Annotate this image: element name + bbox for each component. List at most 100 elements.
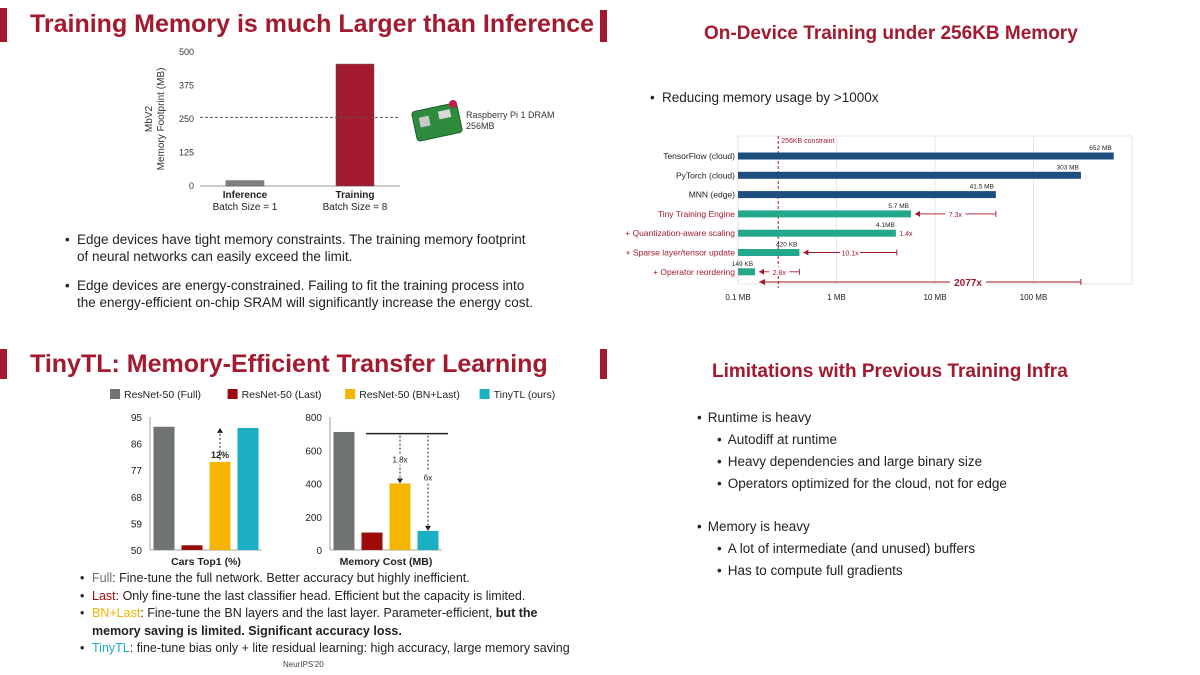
slide-title: TinyTL: Memory-Efficient Transfer Learni… <box>30 350 548 378</box>
label-bg <box>895 228 916 238</box>
row-label: PyTorch (cloud) <box>676 170 735 180</box>
legend-label: TinyTL (ours) <box>494 389 556 401</box>
x-tick-label: Training <box>336 190 375 201</box>
slide-title: On-Device Training under 256KB Memory <box>704 23 1078 44</box>
constraint-label: 256KB constraint <box>781 138 834 145</box>
slide-limitations: Limitations with Previous Training Infra… <box>600 337 1200 675</box>
bar <box>389 483 411 550</box>
bullet-item: Edge devices have tight memory constrain… <box>65 231 535 265</box>
bullet-text: : Fine-tune the BN layers and the last l… <box>140 606 496 620</box>
value-label: 4.1MB <box>876 222 895 229</box>
label-bg <box>417 471 439 483</box>
legend-label: ResNet-50 (BN+Last) <box>359 389 460 401</box>
arrow-head <box>425 525 431 531</box>
y-axis-label: MbV2Memory Footprint (MB) <box>144 68 167 171</box>
bar <box>181 545 203 550</box>
y-tick-label: 95 <box>131 413 143 424</box>
legend-label: ResNet-50 (Full) <box>124 389 201 401</box>
reduction-label: 7.3x <box>949 212 963 219</box>
y-tick-label: 0 <box>189 181 194 191</box>
bar <box>738 152 1114 160</box>
arrow-head <box>759 268 765 275</box>
bullet-bn-last: BN+Last: Fine-tune the BN layers and the… <box>80 605 580 640</box>
x-tick-label: 10 MB <box>923 293 946 302</box>
value-label: 420 KB <box>776 242 797 249</box>
row-label: + Operator reordering <box>653 267 735 277</box>
title-accent-bar <box>600 349 607 379</box>
y-tick-label: 500 <box>179 47 194 57</box>
x-tick-label: Inference <box>223 190 268 201</box>
bullet-key: TinyTL <box>92 641 130 655</box>
legend-swatch <box>479 389 490 399</box>
bullet-text: : Only fine-tune the last classifier hea… <box>115 588 526 603</box>
slide-training-memory: Training Memory is much Larger than Infe… <box>0 0 600 337</box>
list-item: Memory is heavy <box>697 519 810 534</box>
label-bg <box>949 275 986 287</box>
value-label: 5.7 MB <box>888 203 909 210</box>
y-tick-label: 59 <box>131 519 143 530</box>
legend-swatch <box>227 389 238 399</box>
reduction-label: 1.4x <box>899 231 913 238</box>
bullet-key: Full <box>92 571 113 585</box>
bar <box>738 171 1081 179</box>
row-label: Tiny Training Engine <box>658 209 735 219</box>
board-chip <box>418 115 431 128</box>
board-port <box>437 109 452 120</box>
arrow-head <box>397 478 403 484</box>
reduction-label: 2.8x <box>773 270 787 277</box>
annotation-text: Raspberry Pi 1 DRAM <box>466 110 555 120</box>
list-item: A lot of intermediate (and unused) buffe… <box>717 541 975 556</box>
board-body <box>411 102 463 142</box>
bar <box>417 530 439 550</box>
x-tick-label: Batch Size = 8 <box>323 202 388 213</box>
x-tick-label: 0.1 MB <box>725 293 750 302</box>
row-label: + Sparse layer/tensor update <box>626 248 736 258</box>
bullet-full: Full: Fine-tune the full network. Better… <box>80 570 580 588</box>
legend-swatch <box>110 389 120 399</box>
legend-label: ResNet-50 (Last) <box>242 389 322 401</box>
bar <box>738 210 911 218</box>
x-axis-label: Memory Cost (MB) <box>340 556 433 568</box>
list-item: Runtime is heavy <box>697 410 812 425</box>
list-item: Heavy dependencies and large binary size <box>717 454 982 469</box>
bullet-text: : Fine-tune the full network. Better acc… <box>112 571 470 585</box>
raspberry-pi-board-icon <box>411 100 463 142</box>
bullet-bold-text: but the memory saving is limited. Signif… <box>92 606 538 638</box>
bullet-item: Reducing memory usage by >1000x <box>650 89 879 106</box>
bar <box>333 431 355 550</box>
bar <box>738 249 800 256</box>
slide-title: Training Memory is much Larger than Infe… <box>30 10 595 38</box>
bullet-tinytl: TinyTL: fine-tune bias only + lite resid… <box>80 640 580 658</box>
overall-label: 2077x <box>954 278 982 289</box>
y-axis-label-line: MbV2 <box>144 106 155 133</box>
arrow-head <box>759 279 766 285</box>
value-label: 41.5 MB <box>970 184 994 191</box>
row-label: MNN (edge) <box>689 190 735 200</box>
bar <box>738 268 756 276</box>
value-label: 303 MB <box>1057 164 1079 171</box>
y-tick-label: 77 <box>131 466 143 477</box>
bullet-list: Full: Fine-tune the full network. Better… <box>80 570 580 658</box>
y-axis-label-line: Memory Footprint (MB) <box>156 68 167 171</box>
arrow-head <box>914 210 920 217</box>
label-bg <box>840 247 861 257</box>
y-tick-label: 125 <box>179 148 194 158</box>
raspberry-logo <box>449 100 457 108</box>
bar <box>209 461 231 550</box>
bullet-key: Last <box>92 588 116 603</box>
limitations-list: Runtime is heavy Autodiff at runtime Hea… <box>600 337 1200 675</box>
bar <box>225 180 265 187</box>
row-label: + Quantization-aware scaling <box>625 228 735 238</box>
slide-title: Limitations with Previous Training Infra <box>712 361 1068 382</box>
x-tick-label: 1 MB <box>827 293 846 302</box>
bar <box>738 191 996 199</box>
legend-swatch <box>345 389 356 399</box>
title-accent-bar <box>0 349 7 379</box>
arrow-head <box>217 427 223 433</box>
gap-label: 12% <box>211 450 229 460</box>
x-tick-label: Batch Size = 1 <box>213 202 278 213</box>
bullet-item: Edge devices are energy-constrained. Fai… <box>65 277 535 311</box>
list-item: Autodiff at runtime <box>717 432 837 447</box>
bar <box>153 426 175 550</box>
arrow-head <box>803 249 809 256</box>
